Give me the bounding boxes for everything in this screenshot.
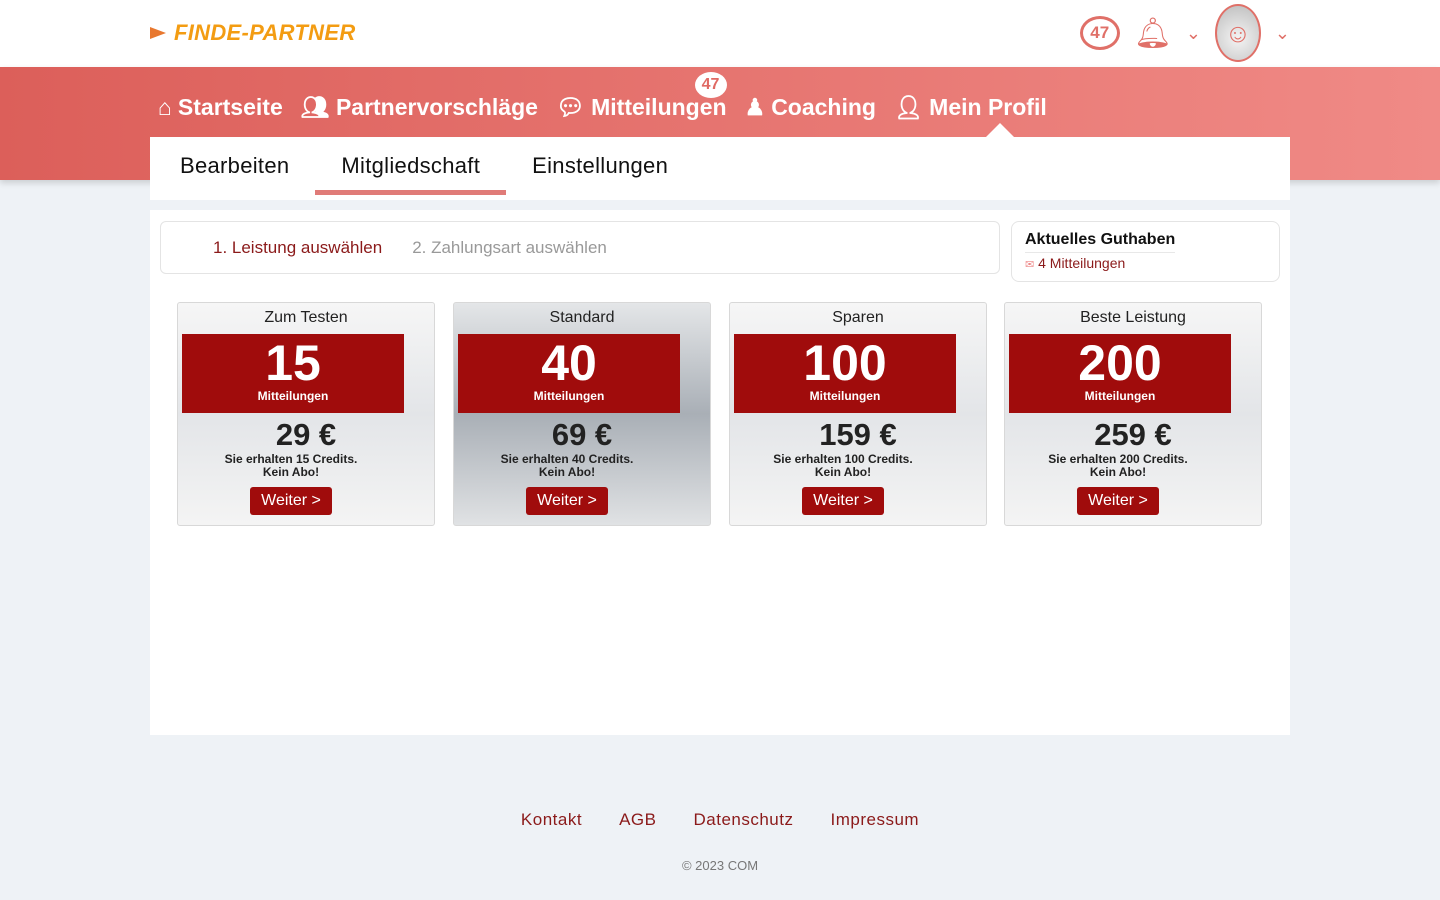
- package-count: 40: [541, 335, 597, 391]
- package-info: Sie erhalten 40 Credits.: [500, 452, 634, 466]
- footer-links: Kontakt AGB Datenschutz Impressum: [0, 810, 1440, 830]
- tab-mitgliedschaft[interactable]: Mitgliedschaft: [315, 137, 507, 195]
- users-icon: 👥︎: [300, 94, 330, 120]
- logo[interactable]: FINDE-PARTNER: [150, 20, 356, 46]
- package-unit: Mitteilungen: [533, 389, 605, 403]
- package-card[interactable]: Beste Leistung 200 Mitteilungen 259 € Sie…: [1004, 302, 1262, 526]
- messages-icon[interactable]: 47: [1079, 16, 1120, 50]
- package-price: 159 €: [819, 417, 897, 452]
- footer-datenschutz[interactable]: Datenschutz: [693, 810, 794, 829]
- package-card[interactable]: Zum Testen 15 Mitteilungen 29 € Sie erhal…: [177, 302, 435, 526]
- package-info-abo: Kein Abo!: [538, 465, 596, 479]
- package-count: 100: [803, 335, 887, 391]
- weiter-button[interactable]: Weiter >: [526, 487, 608, 515]
- step-1: 1. Leistung auswählen: [213, 237, 383, 257]
- profile-tabs: Bearbeiten Mitgliedschaft Einstellungen: [150, 137, 1290, 200]
- credit-title: Aktuelles Guthaben: [1025, 231, 1176, 253]
- nav-label: Coaching: [771, 94, 876, 120]
- credit-box: Aktuelles Guthaben ✉ 4 Mitteilungen: [1011, 221, 1280, 282]
- chevron-down-icon[interactable]: ⌄: [1185, 22, 1201, 43]
- logo-text: FINDE-PARTNER: [174, 20, 356, 45]
- bell-icon[interactable]: 🔔︎: [1133, 16, 1172, 50]
- nav-mein-profil[interactable]: 👤︎ Mein Profil: [894, 94, 1047, 121]
- package-info-abo: Kein Abo!: [262, 465, 320, 479]
- tab-einstellungen[interactable]: Einstellungen: [532, 153, 669, 178]
- package-count-box: 15 Mitteilungen: [182, 334, 404, 413]
- package-price: 29 €: [275, 417, 337, 452]
- weiter-button[interactable]: Weiter >: [1077, 487, 1159, 515]
- package-name: Zum Testen: [264, 309, 348, 326]
- package-name: Beste Leistung: [1080, 309, 1186, 326]
- package-info: Sie erhalten 200 Credits.: [1048, 452, 1188, 466]
- active-nav-caret: [986, 123, 1014, 137]
- package-count-box: 40 Mitteilungen: [458, 334, 680, 413]
- nav-startseite[interactable]: ⌂ Startseite: [158, 94, 283, 121]
- message-badge: 47: [694, 72, 727, 98]
- package-card[interactable]: Standard 40 Mitteilungen 69 € Sie erhalte…: [453, 302, 711, 526]
- credit-value: 4 Mitteilungen: [1038, 255, 1126, 271]
- package-count: 15: [265, 335, 321, 391]
- package-name: Sparen: [832, 309, 884, 326]
- weiter-button[interactable]: Weiter >: [250, 487, 332, 515]
- coach-icon: ♟︎: [744, 94, 766, 120]
- chevron-down-icon[interactable]: ⌄: [1274, 22, 1290, 43]
- main-content: 1. Leistung auswählen 2. Zahlungsart aus…: [150, 210, 1290, 735]
- package-price: 259 €: [1094, 417, 1172, 452]
- package-unit: Mitteilungen: [1084, 389, 1156, 403]
- home-icon: ⌂: [158, 94, 172, 120]
- nav-label: Partnervorschläge: [335, 94, 538, 120]
- main-nav: ⌂ Startseite 👥︎ Partnervorschläge 💬︎ Mittei…: [158, 72, 1047, 121]
- step-2: 2. Zahlungsart auswählen: [412, 237, 607, 257]
- package-price: 69 €: [551, 417, 613, 452]
- package-count-box: 200 Mitteilungen: [1009, 334, 1231, 413]
- nav-label: Mitteilungen: [591, 94, 727, 120]
- logo-arrow-icon: [150, 27, 166, 39]
- avatar[interactable]: ☺: [1214, 4, 1261, 62]
- package-info-abo: Kein Abo!: [814, 465, 872, 479]
- copyright: © 2023 COM: [681, 858, 759, 873]
- package-unit: Mitteilungen: [257, 389, 329, 403]
- top-bar: FINDE-PARTNER 47 🔔︎ ⌄ ☺ ⌄: [0, 0, 1440, 67]
- package-count-box: 100 Mitteilungen: [734, 334, 956, 413]
- nav-mitteilungen[interactable]: 💬︎ Mitteilungen 47: [555, 72, 727, 121]
- weiter-button[interactable]: Weiter >: [802, 487, 884, 515]
- package-name: Standard: [549, 309, 615, 326]
- steps: 1. Leistung auswählen 2. Zahlungsart aus…: [160, 221, 1000, 274]
- footer-kontakt[interactable]: Kontakt: [520, 810, 583, 829]
- package-card[interactable]: Sparen 100 Mitteilungen 159 € Sie erhalte…: [729, 302, 987, 526]
- nav-coaching[interactable]: ♟︎ Coaching: [745, 94, 876, 121]
- package-info: Sie erhalten 100 Credits.: [773, 452, 913, 466]
- footer-agb[interactable]: AGB: [619, 810, 657, 829]
- package-info-abo: Kein Abo!: [1089, 465, 1147, 479]
- comments-icon: 💬︎: [555, 94, 586, 120]
- nav-partnervorschlaege[interactable]: 👥︎ Partnervorschläge: [301, 94, 538, 121]
- footer-impressum[interactable]: Impressum: [830, 810, 920, 829]
- tab-bearbeiten[interactable]: Bearbeiten: [180, 153, 290, 178]
- package-info: Sie erhalten 15 Credits.: [224, 452, 358, 466]
- nav-label: Mein Profil: [929, 94, 1047, 120]
- package-unit: Mitteilungen: [809, 389, 881, 403]
- package-count: 200: [1078, 335, 1162, 391]
- envelope-icon: ✉: [1025, 259, 1035, 271]
- nav-label: Startseite: [177, 94, 283, 120]
- user-icon: 👤︎: [893, 94, 924, 120]
